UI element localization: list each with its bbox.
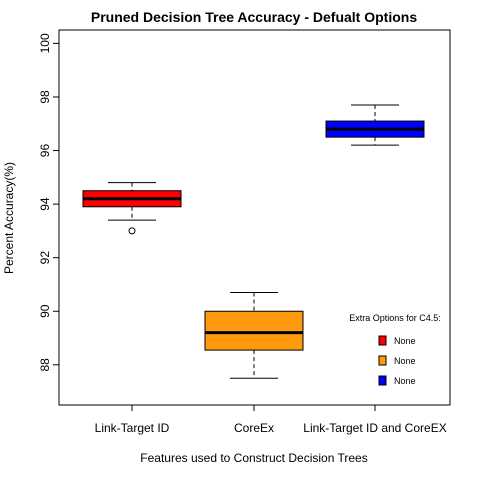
- legend: Extra Options for C4.5: None None None: [349, 313, 441, 386]
- box-body: [204, 310, 304, 351]
- x-tick-label: Link-Target ID and CoreEX: [303, 421, 446, 435]
- y-axis-label: Percent Accuracy(%): [2, 162, 16, 274]
- x-axis: Link-Target ID CoreEx Link-Target ID and C…: [95, 405, 447, 435]
- legend-label: None: [394, 356, 416, 366]
- y-tick-label: 100: [38, 33, 52, 53]
- y-tick-label: 96: [38, 144, 52, 158]
- x-axis-label: Features used to Construct Decision Tree…: [140, 451, 367, 465]
- boxes: [82, 104, 425, 379]
- outlier-point: [128, 227, 136, 235]
- legend-swatch: [378, 355, 387, 366]
- legend-title: Extra Options for C4.5:: [349, 313, 441, 323]
- y-axis: 88 90 92 94 96 98 100: [38, 33, 59, 372]
- box-1: [204, 292, 304, 379]
- y-tick-label: 92: [38, 251, 52, 265]
- y-tick-label: 88: [38, 358, 52, 372]
- x-tick-label: CoreEx: [234, 421, 274, 435]
- y-tick-label: 94: [38, 197, 52, 211]
- box-0: [82, 182, 182, 235]
- x-tick-label: Link-Target ID: [95, 421, 170, 435]
- legend-label: None: [394, 336, 416, 346]
- legend-swatch: [378, 335, 387, 346]
- y-tick-label: 90: [38, 304, 52, 318]
- y-tick-label: 98: [38, 90, 52, 104]
- legend-label: None: [394, 376, 416, 386]
- box-2: [325, 104, 425, 146]
- legend-swatch: [378, 375, 387, 386]
- chart-title: Pruned Decision Tree Accuracy - Defualt …: [91, 9, 417, 25]
